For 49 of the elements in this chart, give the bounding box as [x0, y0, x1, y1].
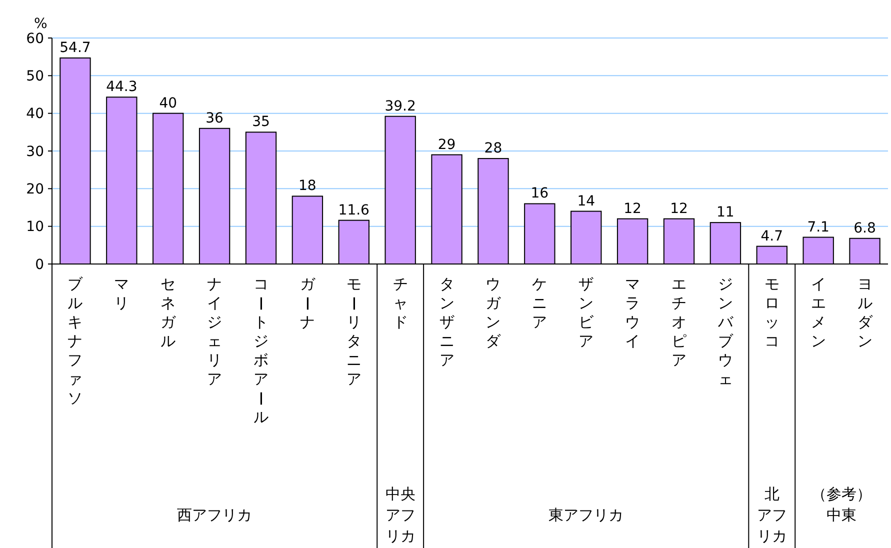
data-label: 12 [624, 200, 642, 217]
data-label: 16 [530, 186, 549, 202]
data-label: 14 [577, 193, 596, 210]
data-label: 40 [159, 95, 178, 112]
text: （参考）中東 [812, 485, 872, 524]
y-tick-label: 20 [26, 182, 44, 198]
x-tick-label: ブルキナファソ [68, 275, 84, 407]
data-label: 11 [716, 204, 734, 221]
x-tick-label: エチオピア [672, 275, 686, 369]
data-label: 7.1 [807, 219, 830, 236]
text: 西アフリカ [177, 506, 252, 524]
x-tick-label: ザンビア [578, 275, 595, 350]
data-label: 44.3 [106, 79, 138, 96]
data-label: 35 [252, 114, 270, 130]
data-label: 11.6 [338, 202, 370, 218]
x-tick-label: ケニア [532, 275, 548, 331]
x-tick-label: コートジボアール [252, 275, 270, 426]
x-tick-label: イエメン [810, 275, 826, 350]
data-label: 39.2 [384, 98, 416, 114]
data-label: 29 [438, 136, 456, 153]
y-tick-label: 10 [26, 219, 44, 236]
x-tick-label: ウガンダ [486, 275, 502, 350]
x-tick-label: チャド [392, 275, 408, 331]
data-label: 36 [206, 110, 224, 126]
x-tick-label: セネガル [160, 275, 177, 350]
x-tick-label: ガーナ [298, 275, 316, 331]
text: 北アフリカ [756, 485, 787, 545]
x-tick-label: モロッコ [764, 275, 780, 350]
y-tick-label: 60 [26, 30, 44, 47]
data-label: 6.8 [854, 220, 876, 236]
x-tick-label: ヨルダン [857, 275, 874, 350]
y-tick-label: 40 [26, 106, 44, 122]
y-tick-label: 30 [26, 144, 44, 160]
x-tick-label: マラウイ [625, 275, 640, 350]
x-tick-label: タンザニア [439, 275, 454, 369]
data-label: 54.7 [60, 40, 91, 56]
y-tick-label: 50 [26, 68, 44, 85]
x-tick-label: モーリタニア [344, 275, 362, 388]
text: 中央アフリカ [385, 485, 416, 545]
x-tick-label: ナイジェリア [207, 275, 222, 388]
x-tick-label: マリ [114, 275, 130, 312]
data-label: 18 [298, 178, 316, 194]
data-label: 4.7 [760, 228, 784, 244]
text: 東アフリカ [548, 506, 624, 524]
data-label: 28 [484, 140, 502, 157]
x-tick-label: ジンバブウェ [716, 275, 734, 388]
y-axis-title: % [34, 16, 48, 32]
data-label: 12 [670, 200, 688, 217]
y-tick-label: 0 [35, 256, 44, 273]
